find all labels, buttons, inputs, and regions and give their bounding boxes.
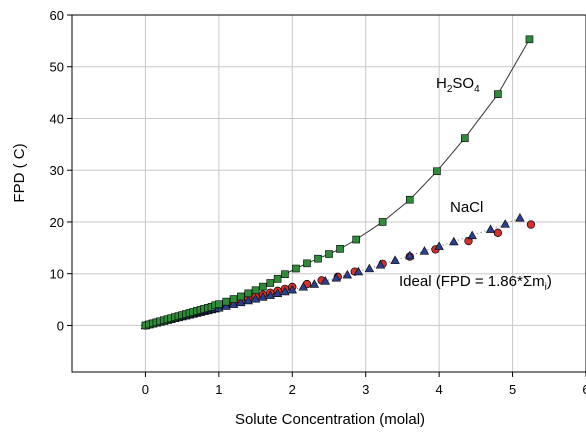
nacl-point [280, 286, 290, 296]
nacl-point [272, 288, 283, 298]
y-tick-label: 50 [50, 60, 64, 75]
nacl-point [364, 263, 375, 273]
x-tick-label: 4 [436, 382, 443, 397]
x-tick-label: 2 [289, 382, 296, 397]
ticks: 01234560102030405060 [50, 8, 586, 397]
h2so4-point [237, 292, 245, 301]
y-tick-label: 20 [50, 215, 64, 230]
h2so4-point [266, 279, 275, 287]
nacl-point [287, 284, 297, 294]
x-tick-label: 5 [509, 382, 516, 397]
h2so4-point [378, 218, 387, 226]
h2so4-point [303, 259, 311, 268]
nacl-point [320, 276, 331, 285]
h2so4-point [314, 254, 322, 263]
nacl-point [390, 255, 400, 264]
h2so4-point [336, 245, 344, 253]
nacl-point [236, 297, 246, 307]
h2so4-point [281, 270, 289, 279]
y-tick-label: 60 [50, 8, 64, 23]
series-layer [140, 35, 536, 330]
nacl-fit-curve [145, 217, 521, 326]
nacl-point [375, 260, 386, 269]
nacl-point [515, 212, 525, 222]
h2so4-point [461, 134, 469, 142]
annotation-h2so4: H2SO4 [436, 75, 480, 95]
nacl-point [309, 279, 320, 288]
y-axis-title: FPD ( C) [11, 143, 28, 202]
nacl-point [250, 293, 261, 303]
y-tick-label: 40 [50, 111, 64, 126]
x-tick-label: 1 [215, 382, 222, 397]
nacl-point [265, 290, 275, 299]
x-tick-label: 6 [582, 382, 586, 397]
annotation-nacl: NaCl [450, 199, 483, 216]
nacl-point [243, 295, 253, 305]
x-tick-label: 3 [362, 382, 369, 397]
h2so4-point [251, 286, 260, 295]
nacl-point [405, 250, 415, 260]
nacl-point [419, 246, 430, 255]
nacl-point [467, 230, 477, 240]
nacl-point [449, 236, 459, 246]
h2so4-point [244, 289, 253, 298]
h2so4-point [494, 90, 502, 98]
nacl-point [353, 266, 364, 276]
plot-frame [71, 14, 586, 373]
nacl-point [258, 292, 268, 301]
nacl-point [485, 224, 496, 233]
y-tick-label: 0 [57, 318, 64, 333]
h2so4-point [273, 275, 282, 283]
annotation-ideal: Ideal (FPD = 1.86*Σmi) [399, 273, 552, 293]
nacl-point [221, 301, 231, 310]
h2so4-point [292, 264, 300, 273]
h2so4-point [215, 300, 223, 309]
grid [72, 14, 586, 372]
x-tick-label: 0 [142, 382, 149, 397]
h2so4-point [405, 195, 414, 204]
y-tick-label: 10 [50, 267, 64, 282]
nacl-point [342, 269, 353, 279]
h2so4-point [433, 167, 441, 176]
nacl-point [298, 282, 309, 291]
ideal-point [526, 220, 536, 229]
nacl-point [331, 273, 342, 282]
x-axis-title: Solute Concentration (molal) [235, 411, 425, 428]
y-tick-label: 30 [50, 163, 64, 178]
nacl-point [434, 241, 444, 250]
nacl-point [500, 219, 510, 228]
h2so4-point [352, 235, 360, 244]
h2so4-point [222, 297, 230, 306]
nacl-point [228, 299, 239, 308]
h2so4-point [259, 282, 267, 291]
h2so4-point [229, 295, 238, 303]
h2so4-point [525, 35, 534, 44]
h2so4-point [325, 250, 333, 258]
